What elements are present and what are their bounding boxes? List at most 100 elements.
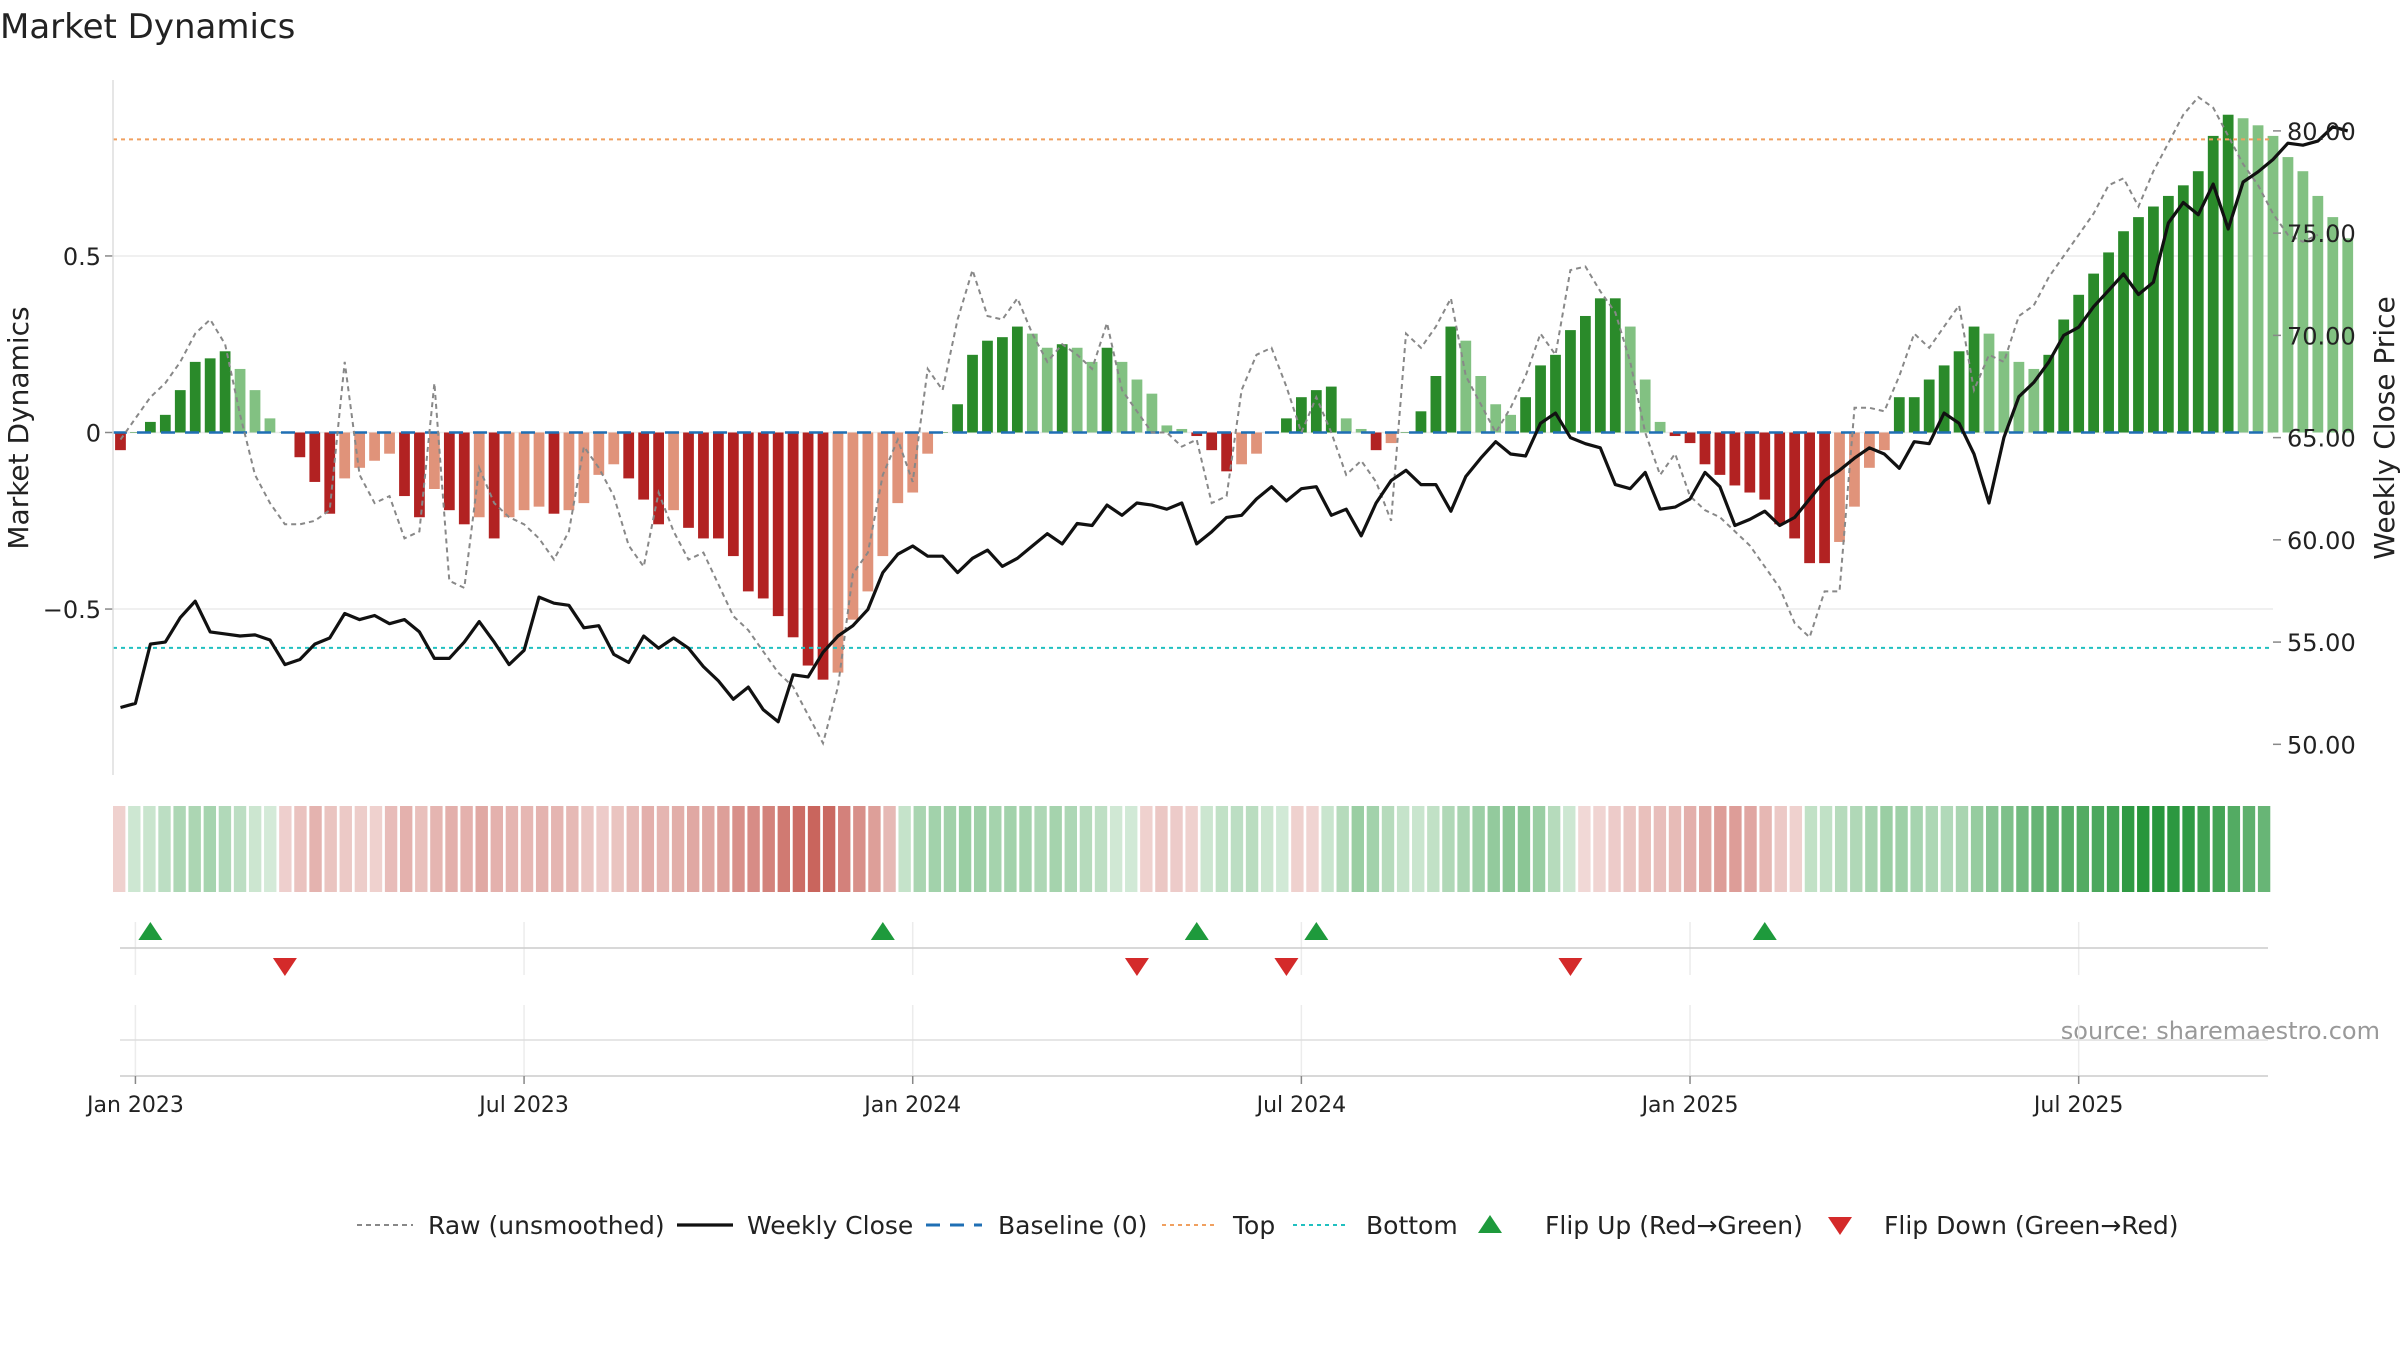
heat-cell-25 [475,806,488,892]
bar-week-64 [1056,344,1068,433]
heat-cell-136 [2152,806,2165,892]
bar-week-7 [204,358,216,433]
bar-week-102 [1624,326,1636,433]
bar-week-121 [1908,397,1920,433]
bar-week-90 [1445,326,1457,433]
bar-week-149 [2327,217,2339,433]
heat-cell-139 [2197,806,2210,892]
bar-week-58 [967,354,978,433]
bar-week-68 [1116,361,1128,433]
bar-week-8 [219,351,231,433]
heat-cell-71 [1170,806,1183,892]
bar-week-96 [1535,365,1546,433]
bar-week-21 [414,432,425,518]
x-tick-label-3: Jul 2024 [1255,1093,1347,1118]
heat-cell-11 [264,806,277,892]
heat-cell-5 [173,806,186,892]
weekly-close-line [120,125,2349,724]
bar-week-104 [1654,421,1666,433]
bar-week-84 [1355,428,1367,433]
bar-week-141 [2207,135,2219,433]
heat-cell-132 [2091,806,2105,892]
heat-cell-4 [158,806,171,892]
bar-week-106 [1684,432,1696,444]
heat-cell-96 [1547,806,1561,892]
heat-cell-68 [1125,806,1138,892]
bar-week-130 [2043,354,2055,433]
heat-cell-86 [1396,806,1410,892]
bar-week-65 [1071,347,1083,433]
heat-cell-49 [838,806,851,892]
heat-cell-9 [233,806,247,892]
flip-up-marker-5 [1752,922,1777,940]
heat-cell-26 [490,806,504,892]
heat-cell-51 [868,806,881,892]
bar-week-41 [713,432,724,539]
heat-cell-97 [1563,806,1576,892]
heat-cell-100 [1608,806,1621,892]
bar-week-135 [2118,231,2129,433]
heat-cell-56 [943,806,957,892]
heat-cell-125 [1986,806,1999,892]
flip-up-marker-3 [1184,922,1209,940]
heat-cell-24 [460,806,473,892]
bar-week-36 [638,432,650,500]
heat-cell-14 [309,806,322,892]
flip-down-marker-4 [1558,958,1583,976]
bar-week-98 [1565,330,1576,433]
bar-week-62 [1026,333,1038,433]
bar-week-77 [1251,432,1262,454]
bar-week-138 [2162,195,2174,433]
bar-week-94 [1505,414,1517,433]
bar-week-3 [144,421,156,433]
bar-week-124 [1953,351,1965,433]
heat-cell-107 [1714,806,1727,892]
bar-week-51 [862,432,874,592]
x-tick-label-2: Jan 2024 [862,1093,961,1118]
bar-week-1 [115,432,126,451]
bar-week-147 [2297,171,2309,433]
heat-cell-93 [1502,806,1516,892]
legend-swatch-flip-down [1828,1217,1852,1235]
bar-week-86 [1385,432,1397,444]
bar-week-17 [354,432,366,468]
heat-cell-135 [2137,806,2150,892]
bar-week-52 [877,432,889,557]
bar-week-43 [742,432,754,592]
bar-week-112 [1774,432,1786,525]
bar-week-48 [817,432,829,680]
heat-cell-65 [1079,806,1093,892]
bar-week-59 [982,340,993,433]
legend-label-4: Top [1232,1211,1275,1240]
heat-cell-1 [113,806,126,892]
bar-week-150 [2342,238,2354,433]
bar-week-142 [2222,114,2234,433]
bar-week-117 [1849,432,1860,507]
bar-week-47 [802,432,814,666]
bar-week-61 [1011,326,1023,433]
heat-cell-81 [1321,806,1334,892]
bar-week-4 [159,414,171,433]
heat-cell-92 [1487,806,1500,892]
y2-tick-label-2: 70.00 [2287,322,2356,350]
bar-week-136 [2133,217,2144,433]
bar-week-42 [727,432,739,557]
bar-week-9 [234,368,246,433]
bar-week-85 [1370,432,1382,451]
bar-week-33 [593,432,605,475]
bar-week-120 [1893,397,1905,433]
bar-week-28 [518,432,530,511]
heat-cell-76 [1245,806,1259,892]
heat-cell-53 [898,806,911,892]
heat-cell-61 [1019,806,1032,892]
bar-week-129 [2028,368,2040,433]
heat-cell-64 [1064,806,1077,892]
heat-cell-15 [324,806,337,892]
bar-week-118 [1864,432,1875,468]
bar-week-125 [1968,326,1980,433]
bar-week-144 [2252,125,2264,433]
bar-week-67 [1101,347,1113,433]
bar-week-19 [384,432,395,454]
bar-week-76 [1236,432,1247,465]
heat-cell-44 [762,806,775,892]
